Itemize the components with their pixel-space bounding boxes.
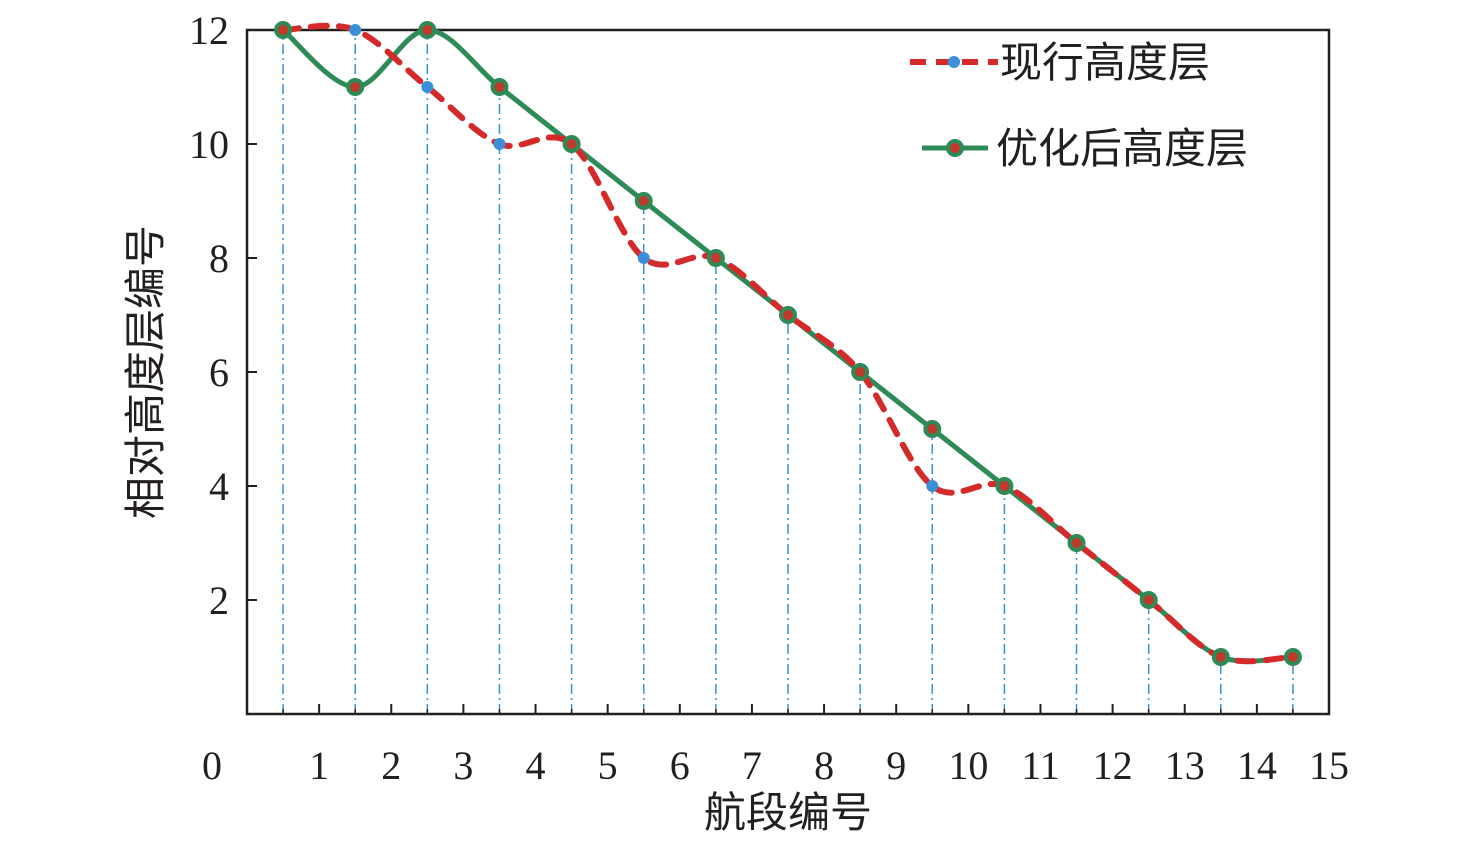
series-optimized-point [490,78,509,96]
y-axis-title: 相对高度层编号 [121,225,170,519]
series-current-point [349,24,362,36]
series-optimized-point [779,306,797,324]
legend-current-marker [948,56,960,68]
x-tick-label: 1 [309,743,329,788]
y-tick-label: 4 [209,464,229,509]
series-optimized-point [706,249,725,267]
series-current-point [421,81,434,93]
y-tick-label: 8 [209,236,229,281]
series-optimized-point [418,21,437,39]
series-optimized-point [1211,648,1230,666]
x-tick-label: 7 [742,743,762,788]
y-tick-label: 10 [189,122,229,167]
series-layer [274,21,1302,666]
legend: 现行高度层 优化后高度层 [910,38,1248,173]
legend-item-current: 现行高度层 [910,38,1210,87]
y-tick-label: 6 [209,350,229,395]
series-optimized-point [274,21,293,39]
x-tick-label: 8 [814,743,834,788]
x-tick-label: 15 [1309,743,1349,788]
legend-item-optimized: 优化后高度层 [922,124,1248,173]
x-axis-title: 航段编号 [704,788,872,837]
series-current-point [637,252,650,264]
series-optimized-point [1283,648,1302,666]
series-current-line [280,22,1296,665]
series-optimized-point [634,192,653,210]
legend-optimized-marker [946,139,964,157]
x-tick-label: 9 [886,743,906,788]
series-optimized-point [1139,591,1158,609]
series-current-point [493,138,506,150]
legend-current-label: 现行高度层 [1000,38,1210,87]
y-tick-label: 2 [209,578,229,623]
vertical-guides [282,30,1294,714]
x-tick-label: 4 [526,743,546,788]
legend-optimized-label: 优化后高度层 [996,124,1248,173]
series-current-point [926,480,939,492]
x-tick-label: 14 [1237,743,1277,788]
series-optimized-point [851,363,870,381]
x-tick-label: 3 [453,743,473,788]
series-optimized-point [1067,534,1086,552]
series-optimized-point [995,477,1014,495]
x-tick-label: 0 [202,743,222,788]
x-tick-label: 12 [1093,743,1133,788]
x-tick-label: 5 [598,743,618,788]
series-optimized-point [562,135,581,153]
x-tick-label: 10 [948,743,988,788]
x-tick-label: 2 [381,743,401,788]
x-tick-label: 13 [1165,743,1205,788]
x-tick-label: 6 [670,743,690,788]
y-tick-label: 12 [189,8,229,53]
x-tick-label: 11 [1021,743,1060,788]
series-optimized-point [346,78,365,96]
series-optimized-point [923,420,942,438]
